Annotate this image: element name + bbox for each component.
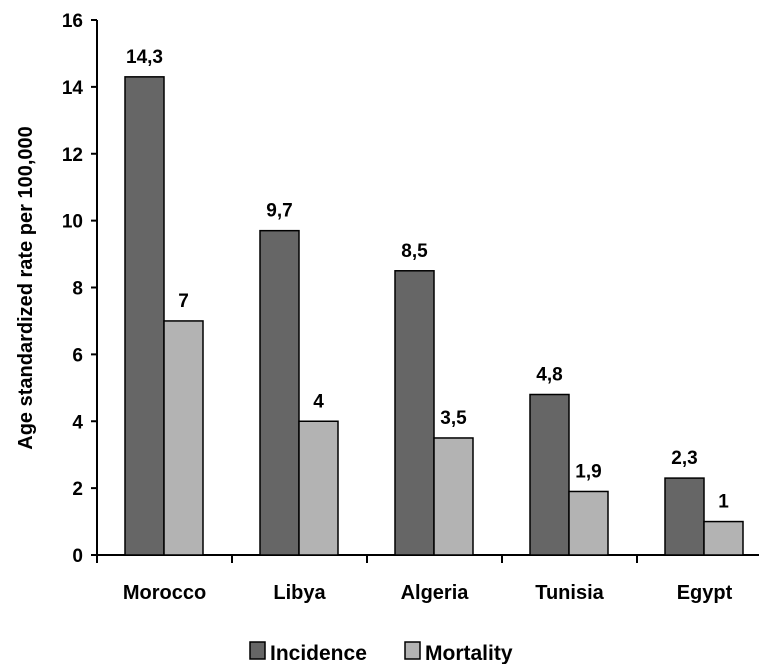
bar-mortality-morocco (163, 320, 204, 556)
bar-mortality-egypt (703, 520, 744, 556)
data-label-incidence-morocco: 14,3 (126, 47, 163, 68)
y-tick-label: 10 (62, 212, 83, 233)
data-label-incidence-algeria: 8,5 (401, 241, 428, 262)
data-label-incidence-egypt: 2,3 (671, 448, 697, 469)
y-tick-label: 6 (72, 345, 83, 366)
data-label-mortality-morocco: 7 (178, 291, 189, 312)
data-label-mortality-algeria: 3,5 (440, 408, 467, 429)
bar-mortality-tunisia (568, 490, 609, 556)
bar-incidence-egypt (664, 477, 705, 556)
bar-incidence-libya (259, 229, 300, 556)
data-label-mortality-libya: 4 (313, 391, 324, 412)
y-tick-label: 12 (62, 145, 83, 166)
y-tick-label: 2 (72, 479, 83, 500)
category-label-tunisia: Tunisia (535, 582, 604, 604)
legend-label-mortality: Mortality (425, 642, 513, 664)
y-tick-label: 4 (72, 412, 83, 433)
data-label-mortality-egypt: 1 (718, 492, 729, 513)
category-label-egypt: Egypt (677, 582, 733, 604)
data-label-mortality-tunisia: 1,9 (575, 461, 601, 482)
y-axis-label: Age standardized rate per 100,000 (15, 126, 37, 449)
bar-incidence-tunisia (529, 393, 570, 556)
legend: Incidence Mortality (249, 641, 513, 664)
category-label-algeria: Algeria (401, 582, 470, 604)
plot-area: 0 2 4 6 8 10 12 14 16 14,3 7 Morocco 9,7 4 Libya 8,5 3,5… (62, 11, 759, 604)
bar-incidence-algeria (394, 270, 435, 556)
y-tick-label: 8 (72, 279, 83, 300)
y-tick-label: 14 (62, 78, 84, 99)
bar-mortality-libya (298, 420, 339, 556)
legend-label-incidence: Incidence (270, 642, 367, 664)
legend-swatch-mortality (404, 641, 421, 660)
bar-incidence-morocco (124, 76, 165, 556)
legend-swatch-incidence (249, 641, 266, 660)
y-tick-label: 16 (62, 11, 83, 32)
bar-mortality-algeria (433, 437, 474, 556)
category-label-libya: Libya (273, 582, 326, 604)
data-label-incidence-libya: 9,7 (266, 201, 292, 222)
category-label-morocco: Morocco (123, 582, 206, 604)
data-label-incidence-tunisia: 4,8 (536, 365, 562, 386)
y-tick-label: 0 (72, 546, 83, 567)
